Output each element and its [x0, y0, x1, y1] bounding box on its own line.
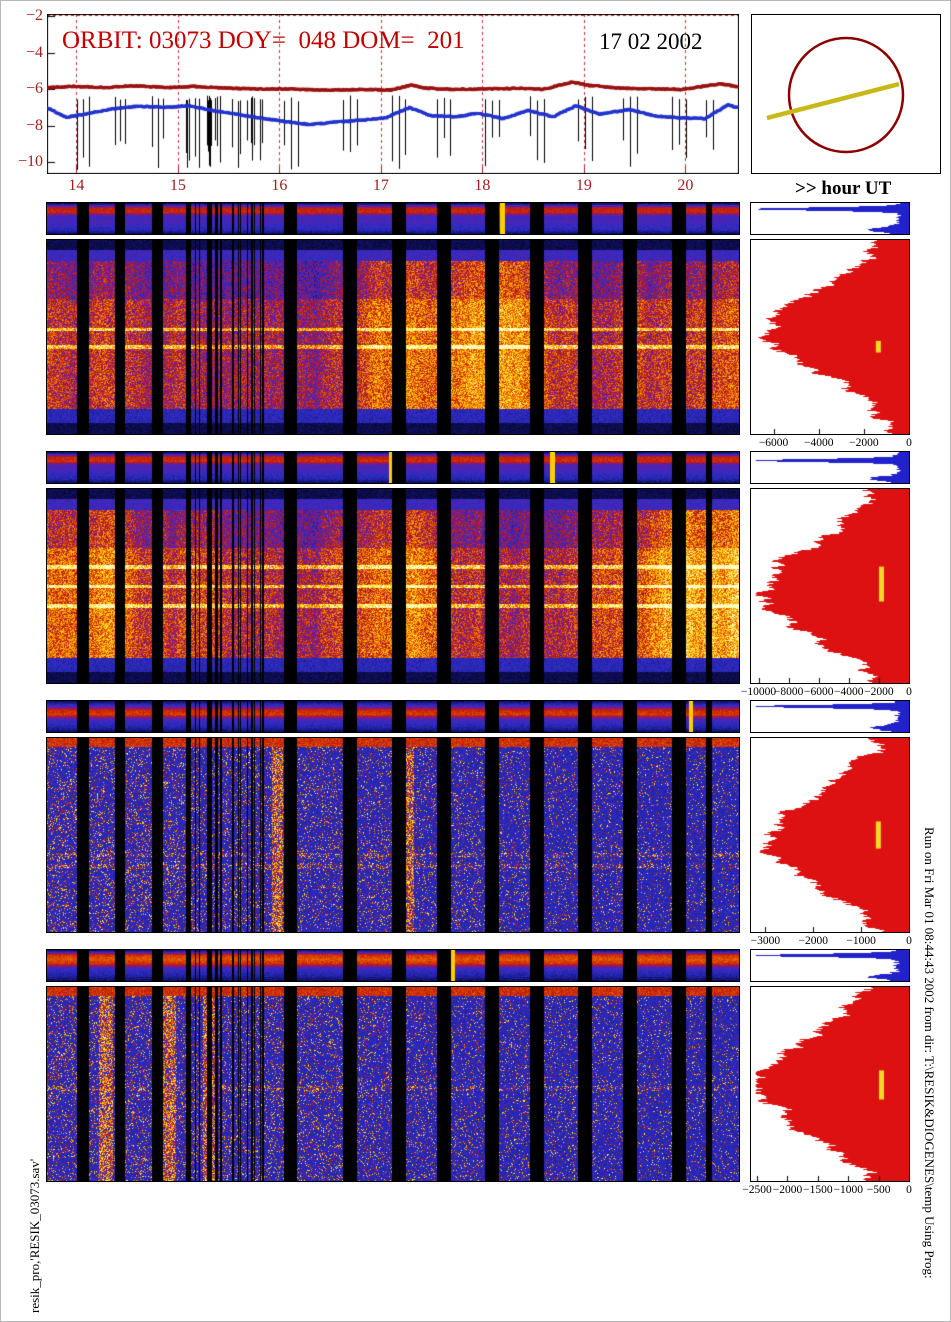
lightcurve-y-tick-label: −6: [25, 80, 43, 97]
axis-tick-label: −6000: [758, 437, 789, 449]
profile-blue-1: [750, 202, 910, 235]
solar-panel-frame: [751, 14, 941, 174]
lightcurve-y-tick-label: −2: [25, 7, 43, 24]
profile-axis-labels-2: −10000 −8000 −6000 −4000 −2000 0: [741, 686, 912, 700]
spectrogram-strip-4: [46, 949, 740, 982]
axis-tick-label: −4000: [834, 686, 864, 698]
profile-axis-labels-4: −2500 −2000 −1500 −1000 −500 0: [742, 1184, 912, 1198]
axis-tick-label: 0: [906, 1184, 912, 1196]
profile-red-3: [750, 737, 910, 933]
axis-tick-label: −2000: [772, 1184, 803, 1196]
axis-tick-label: −2000: [798, 935, 828, 947]
lightcurve-x-tick-label: 17: [372, 177, 389, 194]
page-title: ORBIT: 03073 DOY= 048 DOM= 201: [62, 27, 465, 54]
hour-ut-label: >> hour UT: [795, 178, 892, 199]
lightcurve-x-tick-label: 14: [68, 177, 85, 194]
solar-limb-circle: [787, 36, 905, 154]
axis-tick-label: −10000: [740, 686, 777, 698]
profile-red-4: [750, 986, 910, 1182]
lightcurve-x-tick-label: 18: [474, 177, 491, 194]
left-filename-label: resik_pro,'RESIK_03073.sav': [27, 1158, 42, 1313]
axis-tick-label: −2000: [864, 686, 894, 698]
spectrogram-strip-3: [46, 700, 740, 733]
axis-tick-label: −2500: [742, 1184, 772, 1196]
axis-tick-label: 0: [906, 935, 912, 947]
axis-tick-label: −4000: [803, 437, 834, 449]
lightcurve-y-tick-label: −8: [25, 116, 43, 134]
axis-tick-label: 0: [906, 686, 912, 698]
axis-tick-label: −1500: [803, 1184, 833, 1196]
spectrogram-strip-2: [46, 451, 740, 484]
lightcurve-y-tick-label: −4: [25, 43, 43, 61]
profile-blue-3: [750, 700, 910, 733]
profile-red-2: [750, 488, 910, 684]
axis-tick-label: −6000: [803, 686, 834, 698]
solar-disk-panel: [751, 14, 941, 174]
axis-tick-label: 0: [906, 437, 912, 449]
axis-tick-label: −1000: [833, 1184, 863, 1196]
lightcurve-plot-canvas: [47, 14, 739, 174]
spectrogram-main-1: [46, 239, 740, 435]
lightcurve-x-tick-label: 15: [169, 177, 186, 194]
lightcurve-x-tick-label: 19: [575, 177, 592, 194]
lightcurve-y-tick-label: −10: [17, 153, 43, 170]
profile-blue-2: [750, 451, 910, 484]
solar-disk-figure: [751, 14, 941, 174]
right-runinfo-label: Run on Fri Mar 01 08:44:43 2002 from dir…: [922, 827, 937, 1279]
spectrogram-main-2: [46, 488, 740, 684]
axis-tick-label: −3000: [750, 935, 781, 947]
axis-tick-label: −8000: [773, 686, 804, 698]
profile-blue-4: [750, 949, 910, 982]
profile-axis-labels-1: −6000 −4000 −2000 0: [751, 437, 912, 451]
lightcurve-x-tick-label: 20: [677, 177, 694, 194]
axis-tick-label: −500: [866, 1184, 891, 1196]
date-label: 17 02 2002: [599, 29, 703, 54]
spectrogram-main-3: [46, 737, 740, 933]
slit-orientation-line: [766, 81, 900, 121]
profile-red-1: [750, 239, 910, 435]
profile-axis-labels-3: −3000 −2000 −1000 0: [750, 935, 912, 949]
spectrogram-strip-1: [46, 202, 740, 235]
axis-tick-label: −1000: [846, 935, 876, 947]
spectrogram-main-4: [46, 986, 740, 1182]
axis-tick-label: −2000: [849, 437, 879, 449]
lightcurve-x-tick-label: 16: [271, 177, 288, 194]
